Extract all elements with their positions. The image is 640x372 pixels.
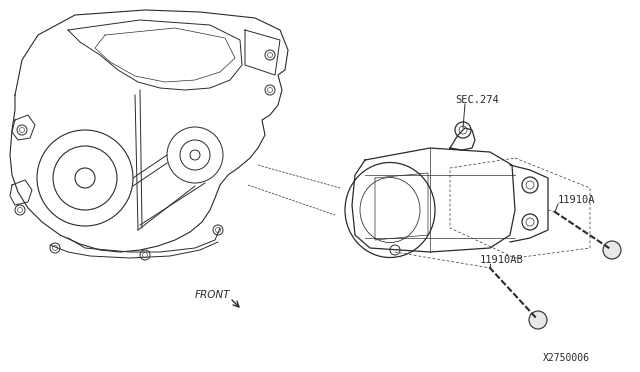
Circle shape (529, 311, 547, 329)
Circle shape (603, 241, 621, 259)
Text: 11910A: 11910A (558, 195, 595, 205)
Text: X2750006: X2750006 (543, 353, 590, 363)
Text: 11910AB: 11910AB (480, 255, 524, 265)
Text: SEC.274: SEC.274 (455, 95, 499, 105)
Text: FRONT: FRONT (195, 290, 230, 300)
